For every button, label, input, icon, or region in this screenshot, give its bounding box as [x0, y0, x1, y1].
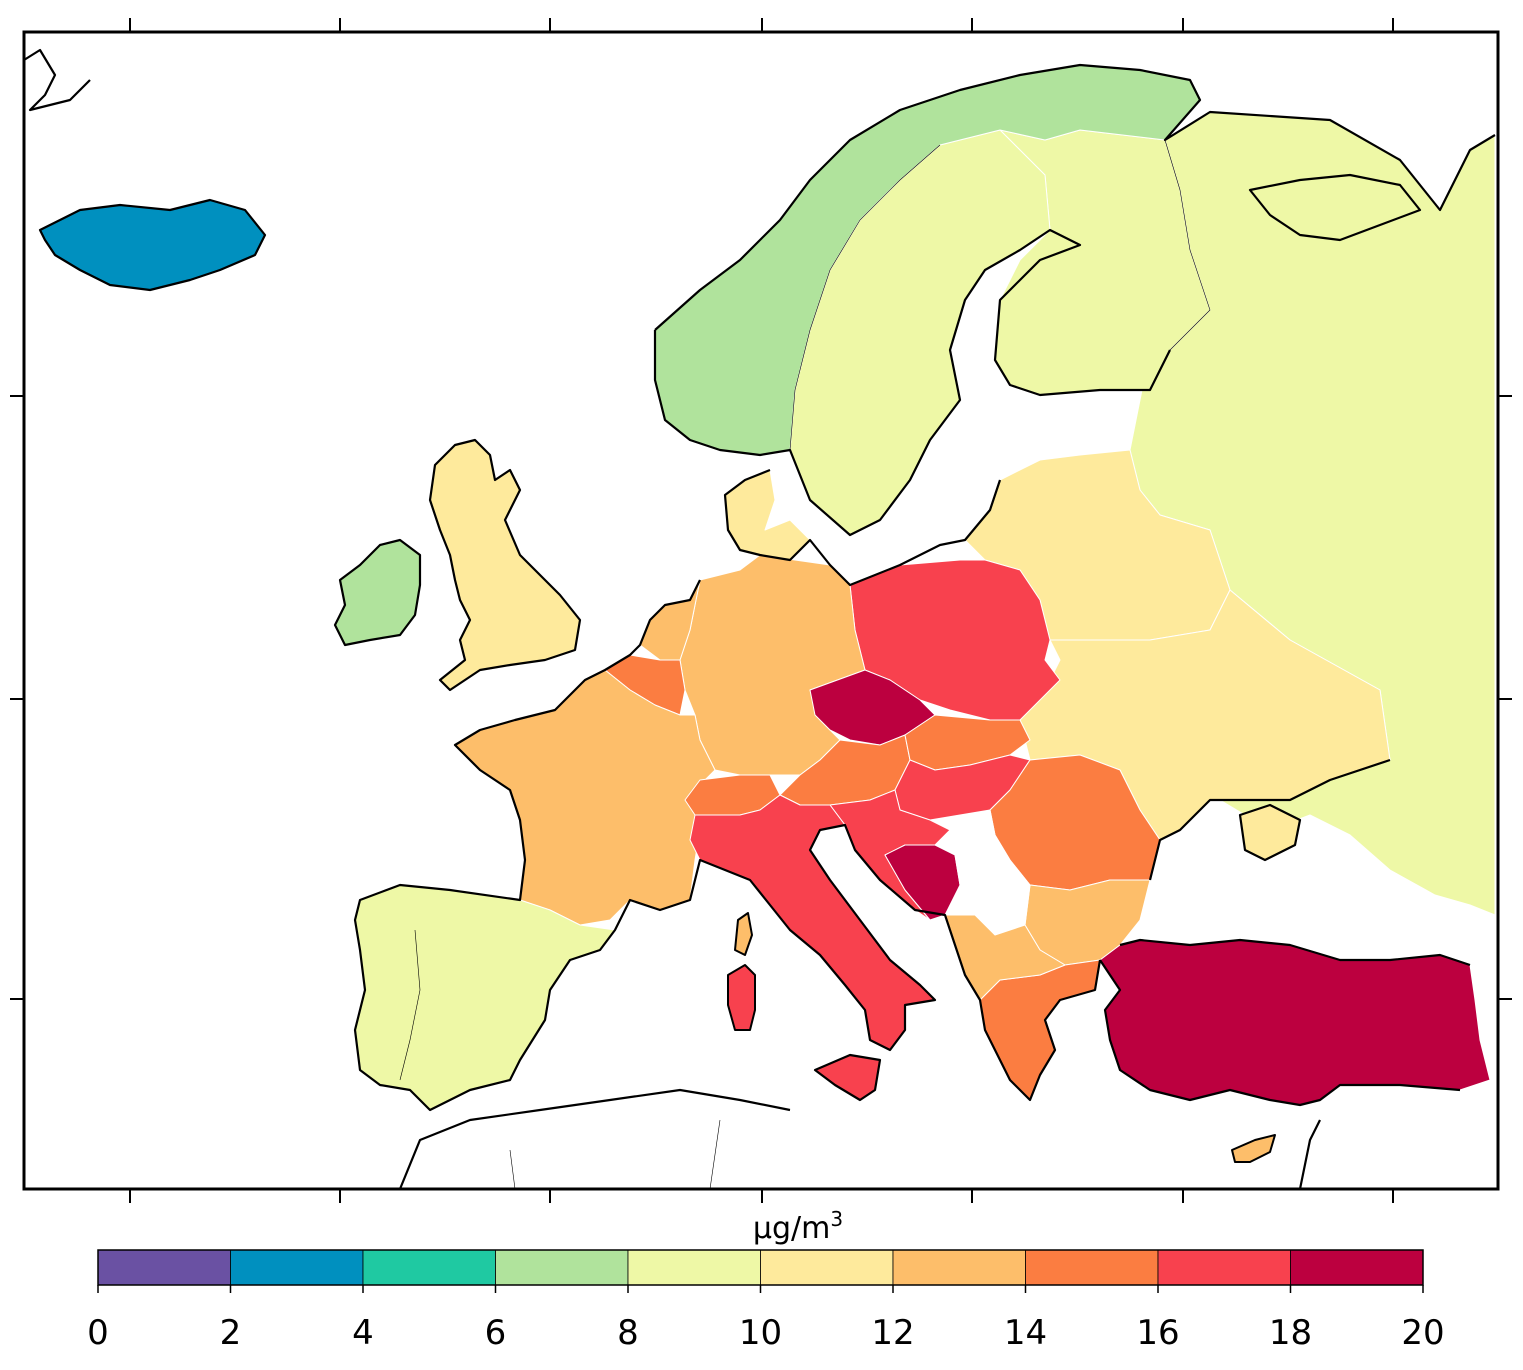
colorbar-tick-label: 14 [1004, 1313, 1047, 1353]
colorbar-tick-label: 8 [617, 1313, 639, 1353]
colorbar-tick-label: 6 [485, 1313, 507, 1353]
region-germany [679, 554, 866, 776]
colorbar-bin-14-16 [1025, 1249, 1159, 1286]
colorbar-bin-10-12 [760, 1249, 894, 1286]
colorbar-bin-4-6 [362, 1249, 496, 1286]
colorbar-bin-18-20 [1290, 1249, 1424, 1286]
map-layer [23, 48, 1496, 1190]
colorbar-bin-6-8 [495, 1249, 629, 1286]
colorbar-bin-0-2 [97, 1249, 231, 1286]
region-corsica [734, 912, 753, 956]
colorbar-unit: µg/m3 [753, 1207, 843, 1246]
colorbar-bin-12-14 [892, 1249, 1026, 1286]
borders [399, 139, 1211, 1190]
colorbar-bin-16-18 [1157, 1249, 1291, 1286]
region-turkey [1099, 939, 1491, 1106]
coastlines [23, 48, 1496, 1190]
colorbar-tick-label: 18 [1269, 1313, 1312, 1353]
colorbar-tick-label: 16 [1136, 1313, 1179, 1353]
colorbar-tick-label: 2 [220, 1313, 242, 1353]
colorbar: 0 2 4 6 8 10 12 14 16 18 20 [87, 1249, 1445, 1353]
colorbar-bin-2-4 [230, 1249, 364, 1286]
colorbar-bin-8-10 [627, 1249, 761, 1286]
colorbar-tick-label: 20 [1401, 1313, 1444, 1353]
region-cyprus [1231, 1134, 1276, 1163]
frame-ticks [10, 18, 1512, 1203]
colorbar-tick-label: 10 [739, 1313, 782, 1353]
colorbar-tick-label: 0 [87, 1313, 109, 1353]
region-sardinia [727, 964, 756, 1031]
colorbar-tick-label: 4 [352, 1313, 374, 1353]
colorbar-tick-label: 12 [871, 1313, 914, 1353]
